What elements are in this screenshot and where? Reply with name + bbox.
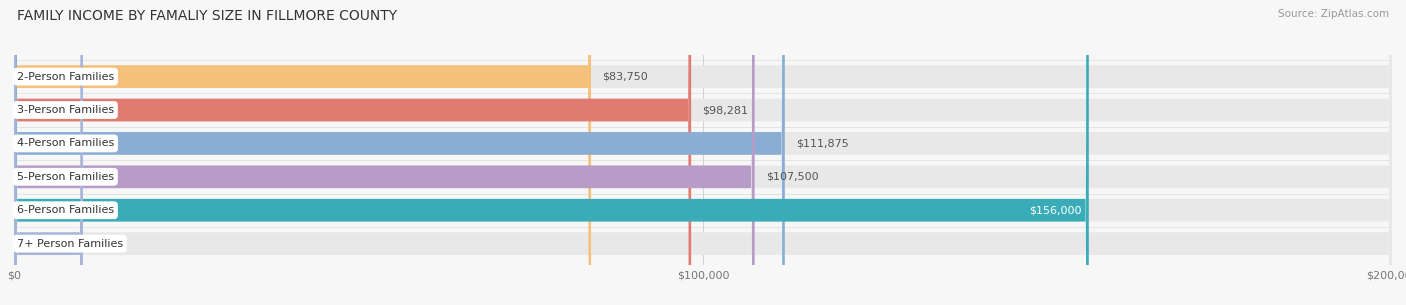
Text: FAMILY INCOME BY FAMALIY SIZE IN FILLMORE COUNTY: FAMILY INCOME BY FAMALIY SIZE IN FILLMOR… (17, 9, 396, 23)
FancyBboxPatch shape (14, 0, 785, 305)
Text: $0: $0 (94, 239, 108, 249)
FancyBboxPatch shape (14, 0, 1392, 305)
FancyBboxPatch shape (14, 0, 1088, 305)
Text: 4-Person Families: 4-Person Families (17, 138, 114, 149)
FancyBboxPatch shape (14, 0, 1392, 305)
FancyBboxPatch shape (14, 0, 692, 305)
FancyBboxPatch shape (14, 0, 1392, 305)
Text: $107,500: $107,500 (766, 172, 818, 182)
Text: Source: ZipAtlas.com: Source: ZipAtlas.com (1278, 9, 1389, 19)
Text: 7+ Person Families: 7+ Person Families (17, 239, 122, 249)
FancyBboxPatch shape (14, 0, 1392, 305)
FancyBboxPatch shape (14, 0, 591, 305)
Text: $156,000: $156,000 (1029, 205, 1083, 215)
Text: 6-Person Families: 6-Person Families (17, 205, 114, 215)
Text: 2-Person Families: 2-Person Families (17, 72, 114, 82)
FancyBboxPatch shape (14, 0, 1392, 305)
Text: $83,750: $83,750 (602, 72, 648, 82)
Text: 5-Person Families: 5-Person Families (17, 172, 114, 182)
Text: 3-Person Families: 3-Person Families (17, 105, 114, 115)
FancyBboxPatch shape (14, 0, 1392, 305)
FancyBboxPatch shape (14, 0, 755, 305)
Text: $111,875: $111,875 (796, 138, 849, 149)
FancyBboxPatch shape (14, 0, 83, 305)
Text: $98,281: $98,281 (702, 105, 748, 115)
